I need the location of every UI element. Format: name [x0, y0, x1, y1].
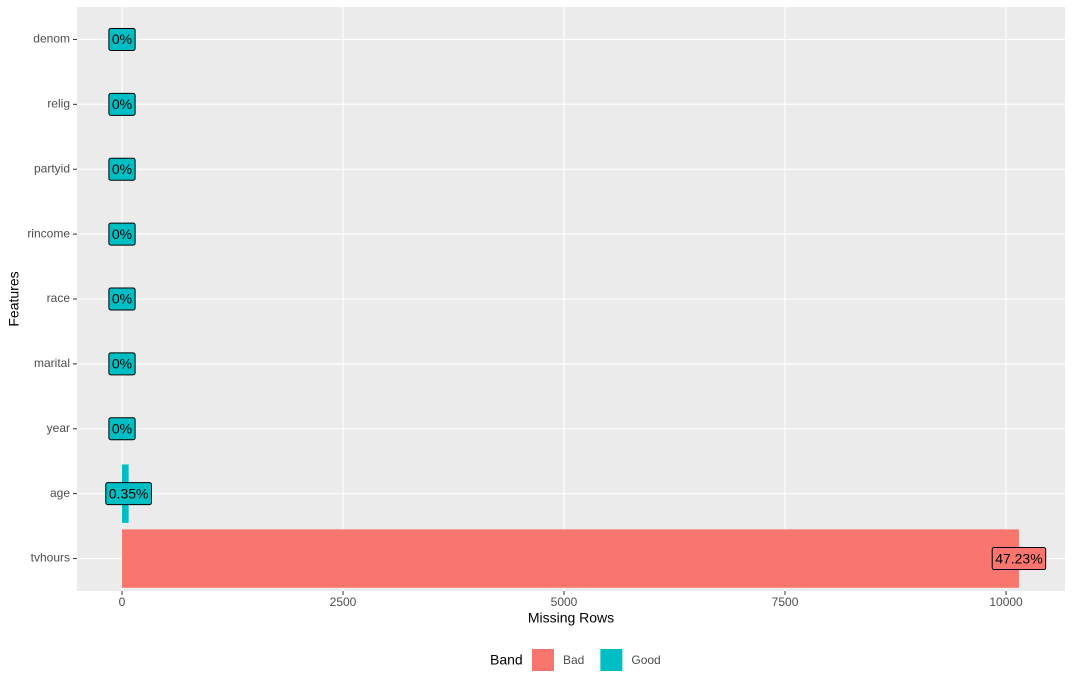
data-label: 0%	[112, 96, 132, 112]
data-label-box	[105, 482, 152, 506]
x-axis-title: Missing Rows	[528, 610, 614, 626]
y-tick-label: tvhours	[31, 551, 70, 565]
y-tick-label: relig	[47, 97, 70, 111]
y-tick-label: race	[47, 291, 71, 305]
data-label-box	[108, 27, 136, 51]
y-tick-label: rincome	[27, 226, 70, 240]
data-label-box	[991, 547, 1047, 571]
y-tick-label: denom	[33, 32, 70, 46]
legend-key	[600, 649, 623, 671]
data-label: 0%	[112, 420, 132, 436]
y-tick-label: year	[47, 421, 70, 435]
data-label: 0.35%	[109, 485, 149, 501]
data-label: 0%	[112, 226, 132, 242]
legend-label: Bad	[563, 653, 584, 667]
y-tick-label: partyid	[34, 161, 70, 175]
data-label: 0%	[112, 161, 132, 177]
data-label: 0%	[112, 31, 132, 47]
y-tick-label: marital	[34, 356, 70, 370]
x-tick-label: 5000	[551, 595, 578, 609]
legend-label: Good	[631, 653, 660, 667]
legend-key	[532, 649, 554, 671]
data-label-box	[108, 222, 136, 246]
x-tick-label: 7500	[772, 595, 799, 609]
bar	[121, 529, 1019, 588]
data-label: 47.23%	[995, 550, 1042, 566]
x-tick-label: 0	[119, 595, 126, 609]
data-label: 0%	[112, 291, 132, 307]
data-label-box	[108, 92, 136, 116]
data-label-box	[108, 287, 136, 311]
y-tick-label: age	[50, 486, 70, 500]
data-label: 0%	[112, 356, 132, 372]
x-tick-label: 2500	[330, 595, 357, 609]
x-tick-label: 10000	[989, 595, 1023, 609]
data-label-box	[108, 157, 136, 181]
y-axis-title: Features	[6, 271, 22, 326]
data-label-box	[108, 352, 136, 376]
data-label-box	[108, 417, 136, 441]
legend-title: Band	[490, 652, 523, 668]
